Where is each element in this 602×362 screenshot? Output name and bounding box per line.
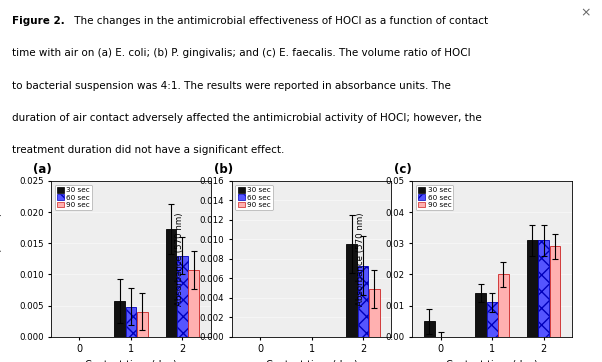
Bar	[498, 274, 509, 337]
X-axis label: Contact time (day): Contact time (day)	[85, 360, 177, 362]
Text: ×: ×	[581, 7, 591, 20]
Bar	[358, 266, 368, 337]
Bar	[137, 312, 147, 337]
Text: to bacterial suspension was 4:1. The results were reported in absorbance units. : to bacterial suspension was 4:1. The res…	[12, 81, 451, 90]
Bar	[550, 247, 560, 337]
Y-axis label: Absorbance (590 nm): Absorbance (590 nm)	[0, 212, 3, 306]
X-axis label: Contact time (day): Contact time (day)	[265, 360, 358, 362]
X-axis label: Contact time (day): Contact time (day)	[446, 360, 538, 362]
Text: (c): (c)	[394, 163, 412, 176]
Text: Figure 2.: Figure 2.	[12, 16, 65, 26]
Text: duration of air contact adversely affected the antimicrobial activity of HOCl; h: duration of air contact adversely affect…	[12, 113, 482, 123]
Bar	[346, 244, 357, 337]
Text: time with air on (a) E. coli; (b) P. gingivalis; and (c) E. faecalis. The volume: time with air on (a) E. coli; (b) P. gin…	[12, 48, 471, 58]
Text: treatment duration did not have a significant effect.: treatment duration did not have a signif…	[12, 145, 284, 155]
Bar	[538, 240, 549, 337]
Bar	[487, 302, 497, 337]
Legend: 30 sec, 60 sec, 90 sec: 30 sec, 60 sec, 90 sec	[416, 185, 453, 210]
Text: (b): (b)	[214, 163, 233, 176]
Text: (a): (a)	[33, 163, 52, 176]
Text: The changes in the antimicrobial effectiveness of HOCl as a function of contact: The changes in the antimicrobial effecti…	[72, 16, 489, 26]
Legend: 30 sec, 60 sec, 90 sec: 30 sec, 60 sec, 90 sec	[235, 185, 273, 210]
Y-axis label: Absorbance (570 nm): Absorbance (570 nm)	[175, 212, 184, 306]
Bar	[369, 289, 380, 337]
Bar	[476, 293, 486, 337]
Y-axis label: Absorbance (570 nm): Absorbance (570 nm)	[356, 212, 364, 306]
Bar	[177, 256, 188, 337]
Bar	[424, 321, 435, 337]
Legend: 30 sec, 60 sec, 90 sec: 30 sec, 60 sec, 90 sec	[55, 185, 92, 210]
Bar	[527, 240, 538, 337]
Bar	[114, 301, 125, 337]
Bar	[188, 270, 199, 337]
Bar	[126, 307, 136, 337]
Bar	[166, 229, 176, 337]
